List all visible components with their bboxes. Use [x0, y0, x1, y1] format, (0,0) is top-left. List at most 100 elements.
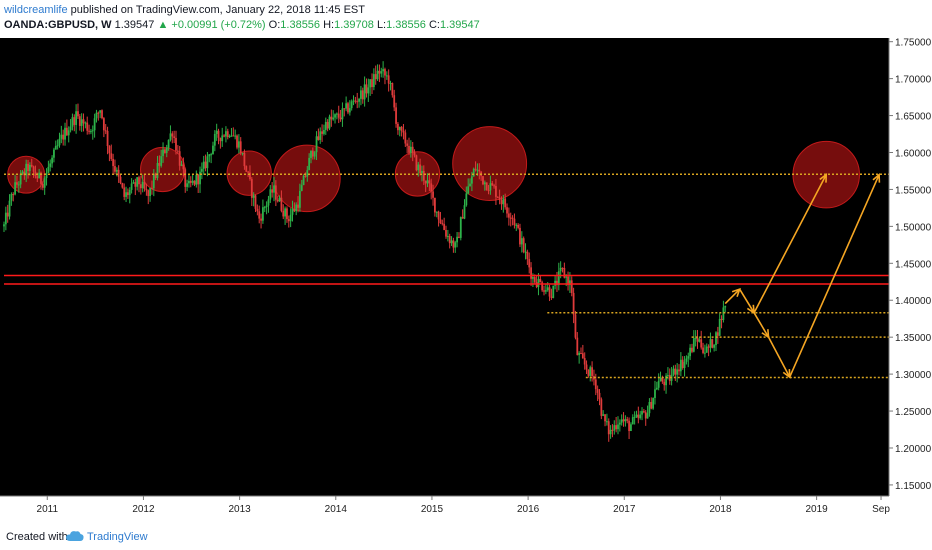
candle-body [32, 166, 35, 172]
candle-body [526, 251, 529, 260]
candle-body [300, 185, 303, 191]
candle-body [576, 337, 579, 356]
author-link[interactable]: wildcreamlife [4, 4, 68, 16]
candle-body [169, 133, 172, 140]
candle-body [56, 145, 59, 147]
candle-body [674, 368, 677, 375]
candle-body [335, 113, 338, 115]
candle-body [208, 154, 211, 157]
candle-body [642, 411, 645, 413]
candle-body [339, 117, 342, 120]
candle-body [574, 314, 577, 338]
candle-body [537, 278, 540, 288]
candle-body [654, 389, 656, 398]
candle-body [330, 116, 333, 120]
candle-body [452, 240, 455, 248]
candle-body [626, 419, 629, 421]
candle-body [315, 136, 318, 153]
tradingview-brand-link[interactable]: TradingView [87, 531, 148, 543]
close-value: 1.39547 [439, 19, 480, 31]
candle-body [321, 131, 323, 134]
candle-body [546, 287, 549, 291]
candle-body [469, 183, 471, 187]
candle-body [533, 277, 536, 283]
candle-body [404, 132, 407, 144]
candle-body [667, 375, 669, 377]
y-tick-label: 1.20000 [895, 444, 932, 455]
candle-body [602, 414, 605, 416]
candle-body [110, 153, 113, 159]
candle-body [43, 178, 46, 188]
candle-body [86, 122, 89, 131]
symbol-label: OANDA:GBPUSD, W [4, 19, 112, 31]
candle-body [652, 397, 655, 409]
candle-body [421, 170, 423, 174]
candle-body [572, 292, 575, 315]
candle-body [298, 190, 301, 208]
candle-body [130, 183, 133, 190]
candle-body [232, 135, 235, 137]
x-tick-label: 2014 [325, 504, 348, 515]
candle-body [284, 208, 287, 217]
candle-body [123, 187, 126, 197]
candle-body [90, 131, 92, 133]
candle-body [99, 110, 102, 113]
candle-body [165, 147, 168, 153]
projection-segment [753, 312, 770, 338]
candle-body [62, 134, 65, 140]
high-value: 1.39708 [334, 19, 374, 31]
candle-body [450, 240, 453, 244]
candle-body [689, 347, 692, 357]
x-tick-label: 2011 [37, 504, 59, 515]
candle-body [204, 161, 207, 169]
candle-body [683, 361, 686, 368]
projection-segment [753, 174, 827, 314]
candle-body [380, 71, 383, 74]
candle-body [724, 305, 727, 308]
candle-body [711, 339, 714, 348]
candle-body [249, 172, 251, 180]
candle-body [276, 199, 279, 202]
candle-body [417, 164, 420, 171]
candle-body [374, 74, 377, 80]
candle-body [513, 218, 516, 226]
candle-body [73, 117, 76, 125]
tradingview-cloud-icon[interactable] [66, 530, 84, 542]
y-tick-label: 1.25000 [895, 407, 932, 418]
candle-body [563, 268, 566, 278]
candle-body [28, 164, 31, 171]
candle-body [269, 189, 272, 200]
candle-body [117, 169, 120, 177]
footer: Created with TradingView [0, 523, 932, 550]
candle-body [119, 176, 122, 184]
candle-body [665, 375, 667, 386]
candle-body [304, 175, 307, 177]
candle-body [217, 130, 220, 138]
candle-body [287, 219, 290, 222]
candle-body [132, 182, 135, 184]
candle-body [617, 424, 619, 430]
candle-body [615, 425, 618, 430]
candle-body [437, 211, 440, 220]
candle-body [613, 425, 616, 431]
candle-body [376, 70, 379, 80]
candle-body [704, 352, 706, 354]
candle-body [371, 79, 373, 88]
candle-body [611, 429, 614, 431]
candle-body [465, 193, 468, 206]
candle-body [278, 197, 281, 202]
candle-body [363, 84, 366, 100]
candle-body [367, 87, 370, 94]
candle-body [188, 180, 190, 184]
candle-body [80, 119, 83, 126]
x-tick-label: 2012 [132, 504, 155, 515]
y-tick-label: 1.15000 [895, 481, 932, 492]
candle-body [408, 145, 410, 153]
candle-body [219, 137, 222, 142]
candle-body [54, 145, 57, 150]
candle-body [271, 189, 274, 193]
candle-body [106, 130, 109, 147]
candle-body [115, 169, 118, 172]
candle-body [210, 154, 213, 156]
